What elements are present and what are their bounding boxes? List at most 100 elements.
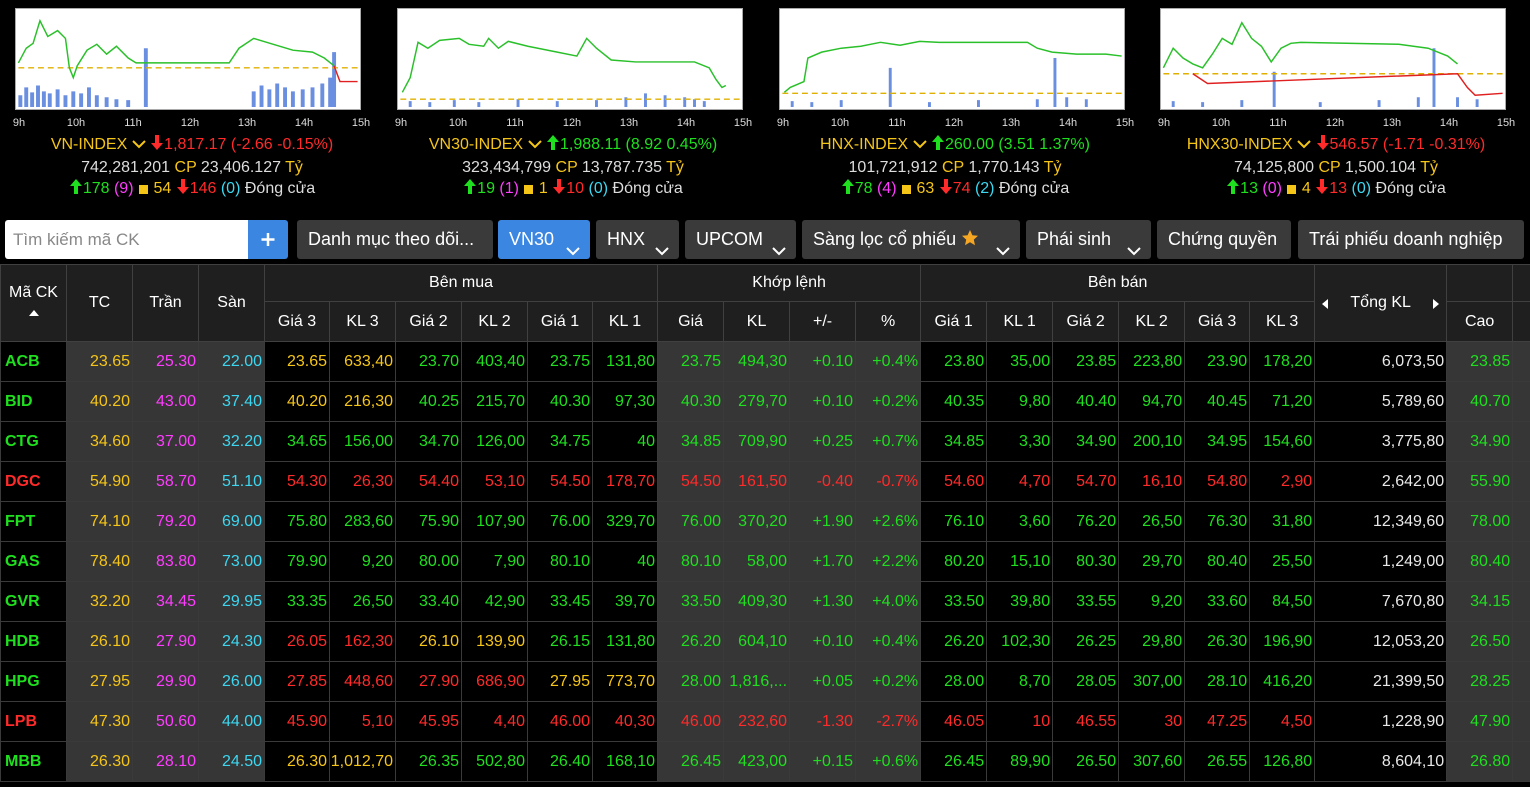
value-cell: +0.25 [789,421,857,462]
column-header[interactable]: % [855,301,922,342]
index-line: HNX30-INDEX 546.57 (-1.71 -0.31%) [1126,134,1530,158]
stock-code[interactable]: DGC [0,461,67,502]
stock-code[interactable]: BID [0,381,67,422]
tab-button[interactable]: Phái sinh [1026,220,1151,259]
tab-button[interactable]: Chứng quyền [1157,220,1291,259]
value-cell: 29,80 [1118,621,1186,662]
time-label: 12h [1325,117,1345,129]
stock-code[interactable]: GAS [0,541,67,582]
add-button[interactable] [248,220,288,259]
column-header[interactable]: Giá 2 [395,301,462,342]
tab-label: Trái phiếu doanh nghiệp [1309,229,1503,249]
price-cell: 23.75 [527,341,593,382]
column-header[interactable]: Giá 1 [527,301,593,342]
column-header[interactable]: Giá 3 [264,301,330,342]
value-cell: 35,00 [986,341,1054,382]
column-header[interactable]: Giá 3 [1184,301,1251,342]
column-header[interactable]: Mã CK [0,264,67,342]
stock-row[interactable]: GVR 32.20 34.45 29.95 33.35 26,50 33.40 42,90 33… [0,581,1530,622]
column-header[interactable]: Tổng KL [1314,264,1448,342]
stock-row[interactable]: ACB 23.65 25.30 22.00 23.65 633,40 23.70 403,40… [0,341,1530,382]
stock-row[interactable]: MBB 26.30 28.10 24.50 26.30 1,012,70 26.35 502,… [0,741,1530,782]
column-header[interactable]: KL 1 [986,301,1054,342]
value-cell: +1.70 [789,541,857,582]
value-cell: 283,60 [329,501,396,542]
index-change: (8.92 0.45%) [625,136,718,153]
stock-code[interactable]: HDB [0,621,67,662]
value-cell: 448,60 [329,661,396,702]
column-header[interactable]: +/- [789,301,857,342]
tab-button[interactable]: Danh mục theo dõi... [297,220,493,259]
caret-icon [132,137,146,158]
stock-code[interactable]: FPT [0,501,67,542]
tab-button[interactable]: Trái phiếu doanh nghiệp [1298,220,1524,259]
index-chart-panel: 9h 10h 11h 12h 13h 14h 15h [395,8,752,132]
stock-code[interactable]: ACB [0,341,67,382]
price-cell: 34.65 [264,421,330,462]
tab-button[interactable]: VN30 [498,220,590,259]
column-header[interactable]: KL 1 [591,301,659,342]
price-cell: 28.00 [657,661,725,702]
price-cell: 43.00 [132,381,199,422]
column-header[interactable]: TC [66,264,133,342]
price-cell: 76.00 [657,501,725,542]
value-cell: 6,073,50 [1314,341,1448,382]
declines: 13 [1329,180,1348,197]
column-header[interactable]: KL 3 [1249,301,1316,342]
column-header[interactable]: KL [723,301,791,342]
caret-icon [655,233,669,272]
column-header[interactable]: Giá 1 [920,301,988,342]
value-cell: 502,80 [461,741,528,782]
value-cell: +0.10 [789,341,857,382]
price-cell: 34.85 [657,421,725,462]
stock-code[interactable]: LPB [0,701,67,742]
value-cell: 39,70 [591,581,659,622]
price-cell: 26.05 [264,621,330,662]
value-cell: 168,10 [591,741,659,782]
price-cell: 23.80 [920,341,988,382]
stock-code[interactable]: MBB [0,741,67,782]
stock-row[interactable]: DGC 54.90 58.70 51.10 54.30 26,30 54.40 53,10 54… [0,461,1530,502]
column-header[interactable]: KL 2 [1118,301,1186,342]
stock-code[interactable]: HPG [0,661,67,702]
value-cell: 178,20 [1249,341,1316,382]
column-header[interactable]: KL 2 [461,301,528,342]
tab-button[interactable]: HNX [596,220,679,259]
index-chart-panel: 9h 10h 11h 12h 13h 14h 15h [777,8,1134,132]
stock-row[interactable]: LPB 47.30 50.60 44.00 45.90 5,10 45.95 4,40 46.0… [0,701,1530,742]
column-header[interactable]: Sàn [198,264,265,342]
time-label: 15h [1115,117,1135,129]
stock-row[interactable]: HDB 26.10 27.90 24.30 26.05 162,30 26.10 139,90… [0,621,1530,662]
price-cell: 50.60 [132,701,199,742]
column-header[interactable]: Giá [657,301,725,342]
value-cell: 370,20 [723,501,791,542]
search-input[interactable]: Tìm kiếm mã CK [5,220,248,259]
index-line: VN-INDEX 1,817.17 (-2.66 -0.15%) [0,134,402,158]
stock-row[interactable]: GAS 78.40 83.80 73.00 79.90 9,20 80.00 7,90 80.1… [0,541,1530,582]
stock-row[interactable]: HPG 27.95 29.90 26.00 27.85 448,60 27.90 686,90… [0,661,1530,702]
price-cell: 79.90 [264,541,330,582]
column-header [1446,264,1514,302]
price-cell: 40.30 [527,381,593,422]
column-header[interactable]: Cao [1446,301,1514,342]
price-cell: 47.25 [1184,701,1251,742]
price-cell: 26.10 [66,621,133,662]
column-header[interactable]: Trần [132,264,199,342]
column-header[interactable]: KL 3 [329,301,396,342]
price-cell: 47.30 [66,701,133,742]
floor-count: (0) [588,180,609,197]
price-cell: 27.95 [66,661,133,702]
stock-row[interactable]: BID 40.20 43.00 37.40 40.20 216,30 40.25 215,70… [0,381,1530,422]
value-cell: 7,670,80 [1314,581,1448,622]
value-cell: 126,80 [1249,741,1316,782]
column-header[interactable]: Giá 2 [1052,301,1120,342]
sparkline [397,8,743,110]
stock-row[interactable]: FPT 74.10 79.20 69.00 75.80 283,60 75.90 107,90… [0,501,1530,542]
tab-button[interactable]: UPCOM [685,220,796,259]
stock-code[interactable]: GVR [0,581,67,622]
tab-button[interactable]: Sàng lọc cổ phiếu [802,220,1020,259]
stock-code[interactable]: CTG [0,421,67,462]
stock-row[interactable]: CTG 34.60 37.00 32.20 34.65 156,00 34.70 126,00… [0,421,1530,462]
